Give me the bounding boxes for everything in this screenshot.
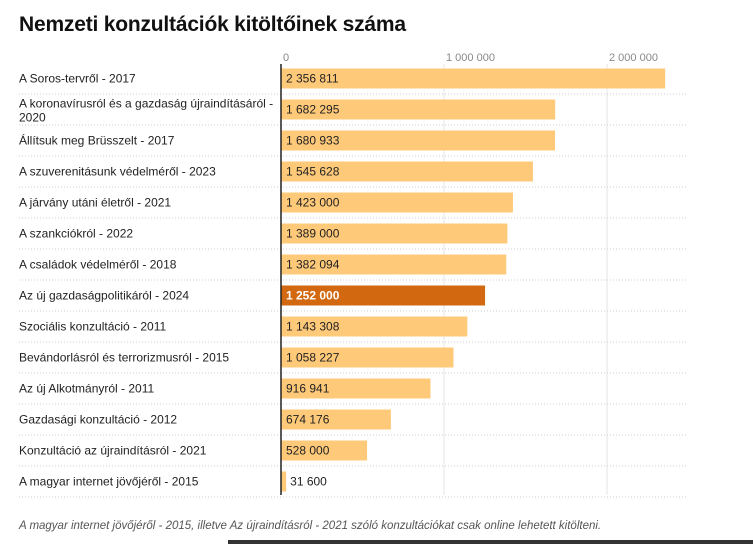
value-label: 1 143 308	[286, 320, 340, 334]
category-label: Az új gazdaságpolitikáról - 2024	[19, 289, 189, 303]
scrollbar[interactable]	[228, 540, 753, 544]
bar	[281, 161, 533, 182]
bar	[281, 347, 454, 368]
chart-title: Nemzeti konzultációk kitöltőinek száma	[19, 13, 406, 36]
bar	[281, 316, 468, 337]
value-label: 528 000	[286, 444, 330, 458]
value-label: 1 682 295	[286, 103, 340, 117]
x-tick-label: 0	[283, 52, 289, 64]
value-label: 916 941	[286, 382, 330, 396]
category-label: Gazdasági konzultáció - 2012	[19, 413, 177, 427]
x-tick-label: 2 000 000	[609, 52, 658, 64]
value-label: 1 058 227	[286, 351, 340, 365]
category-label: A magyar internet jövőjéről - 2015	[19, 475, 199, 489]
value-label: 1 382 094	[286, 258, 340, 272]
value-label: 2 356 811	[286, 72, 339, 86]
value-label: 1 680 933	[286, 134, 340, 148]
category-label: Bevándorlásról és terrorizmusról - 2015	[19, 351, 229, 365]
category-label: Az új Alkotmányról - 2011	[19, 382, 155, 396]
bar	[281, 378, 431, 399]
category-label: A Soros-tervről - 2017	[19, 72, 136, 86]
bar	[281, 223, 508, 244]
bar	[281, 99, 556, 120]
category-label: A koronavírusról és a gazdaság újraindít…	[19, 97, 273, 125]
bar	[281, 285, 486, 306]
bar	[281, 409, 391, 430]
value-label: 1 423 000	[286, 196, 340, 210]
category-label: Szociális konzultáció - 2011	[19, 320, 167, 334]
bar	[281, 471, 287, 492]
category-label: A szuverenitásunk védelméről - 2023	[19, 165, 216, 179]
bar	[281, 130, 555, 151]
bar	[281, 192, 513, 213]
value-label: 31 600	[290, 475, 327, 489]
category-label: Állítsuk meg Brüsszelt - 2017	[19, 133, 175, 148]
value-label: 1 252 000	[286, 289, 340, 303]
value-label: 674 176	[286, 413, 330, 427]
footnote: A magyar internet jövőjéről - 2015, ille…	[19, 520, 602, 532]
category-label: Konzultáció az újraindításról - 2021	[19, 444, 207, 458]
category-label: A szankciókról - 2022	[19, 227, 133, 241]
bar-chart: 0 1 000 000 2 000 000 A Soros-tervről - 201…	[19, 52, 688, 498]
x-tick-label: 1 000 000	[446, 52, 495, 64]
bar	[281, 440, 368, 461]
bar	[281, 68, 666, 89]
bar	[281, 254, 507, 275]
value-label: 1 389 000	[286, 227, 340, 241]
category-label: A járvány utáni életről - 2021	[19, 196, 171, 210]
value-label: 1 545 628	[286, 165, 340, 179]
category-label: A családok védelméről - 2018	[19, 258, 177, 272]
